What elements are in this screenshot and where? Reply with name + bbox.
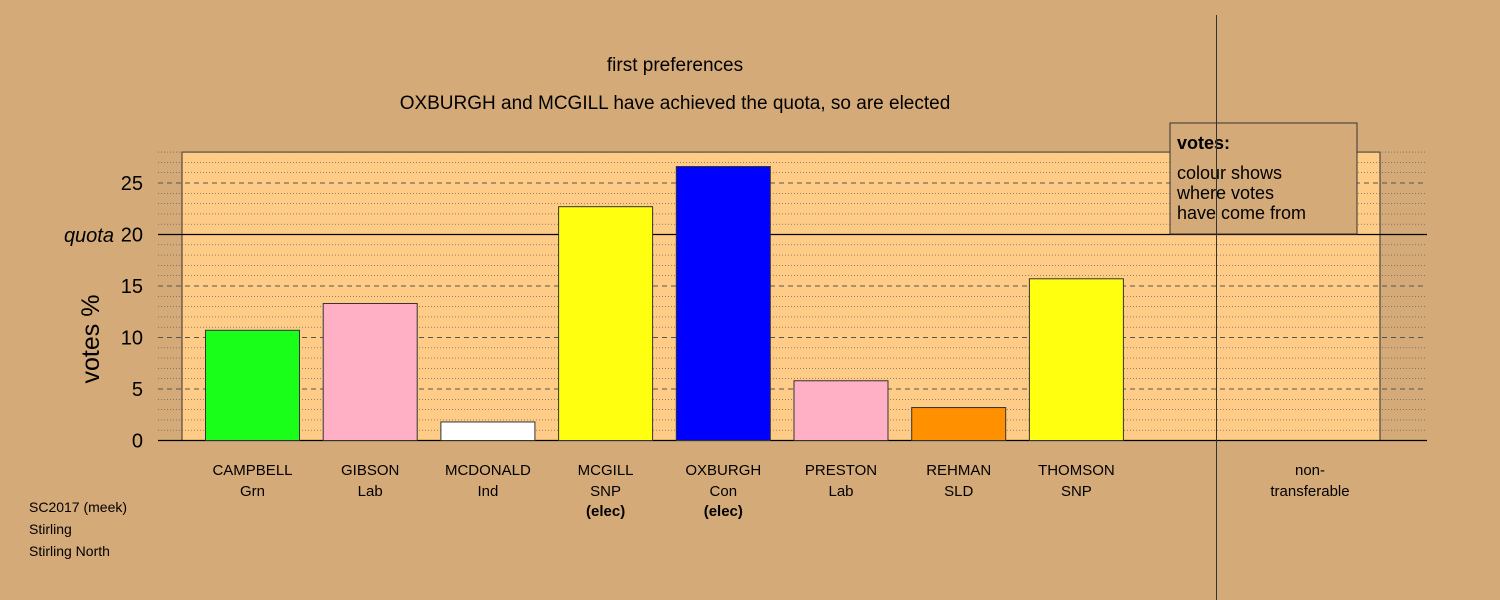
x-label-name: CAMPBELL <box>212 462 292 479</box>
x-label-party: SNP <box>1061 483 1092 500</box>
x-label-name: THOMSON <box>1038 462 1115 479</box>
x-label-party: SLD <box>944 483 973 500</box>
x-label-name: MCGILL <box>578 462 634 479</box>
bars <box>205 166 1124 442</box>
x-label-name: MCDONALD <box>445 462 531 479</box>
y-tick-label: 10 <box>121 328 143 350</box>
bar-campbell <box>205 329 300 442</box>
x-label-party: Grn <box>240 483 265 500</box>
x-label-name: OXBURGH <box>685 462 761 479</box>
x-label-name: PRESTON <box>805 462 877 479</box>
x-axis-labels: CAMPBELL Grn GIBSON Lab MCDONALD Ind MCGILL SNP… <box>212 462 1349 520</box>
legend: votes: colour shows where votes have com… <box>1169 122 1358 235</box>
y-tick-label: 20 <box>121 225 143 247</box>
x-label-name: REHMAN <box>926 462 991 479</box>
y-axis-label: votes % <box>77 295 105 384</box>
legend-line-2: where votes <box>1176 183 1274 203</box>
x-label-party: Con <box>710 483 738 500</box>
y-axis: 0 5 10 15 20 25 <box>121 173 143 453</box>
x-label-party: SNP <box>590 483 621 500</box>
x-label-party: Lab <box>358 483 383 500</box>
x-label-elected: (elec) <box>704 503 743 520</box>
footer-line-2: Stirling <box>29 521 72 537</box>
legend-line-1: colour shows <box>1177 163 1282 183</box>
legend-line-3: have come from <box>1177 203 1306 223</box>
bar-rehman <box>911 407 1007 442</box>
bar-mcdonald <box>440 421 536 441</box>
x-label-non-transferable-1: non- <box>1295 462 1325 479</box>
x-label-elected: (elec) <box>586 503 625 520</box>
y-tick-label: 25 <box>121 173 143 195</box>
footer-line-1: SC2017 (meek) <box>29 499 127 515</box>
bar-thomson <box>1028 278 1124 442</box>
bar-mcgill <box>558 206 654 441</box>
y-tick-label: 15 <box>121 276 143 298</box>
x-label-party: Ind <box>477 483 498 500</box>
chart-title: first preferences <box>607 55 743 76</box>
legend-title: votes: <box>1177 133 1230 153</box>
x-label-non-transferable-2: transferable <box>1270 483 1349 500</box>
y-tick-label: 0 <box>132 431 143 453</box>
quota-label: quota <box>64 225 114 247</box>
footer-line-3: Stirling North <box>29 543 110 559</box>
chart-subtitle: OXBURGH and MCGILL have achieved the quo… <box>400 93 951 114</box>
y-tick-label: 5 <box>132 379 143 401</box>
x-label-party: Lab <box>828 483 853 500</box>
x-label-name: GIBSON <box>341 462 399 479</box>
bar-preston <box>793 380 889 442</box>
legend-box <box>1169 122 1358 235</box>
bar-oxburgh <box>675 166 771 442</box>
bar-gibson <box>322 303 418 442</box>
